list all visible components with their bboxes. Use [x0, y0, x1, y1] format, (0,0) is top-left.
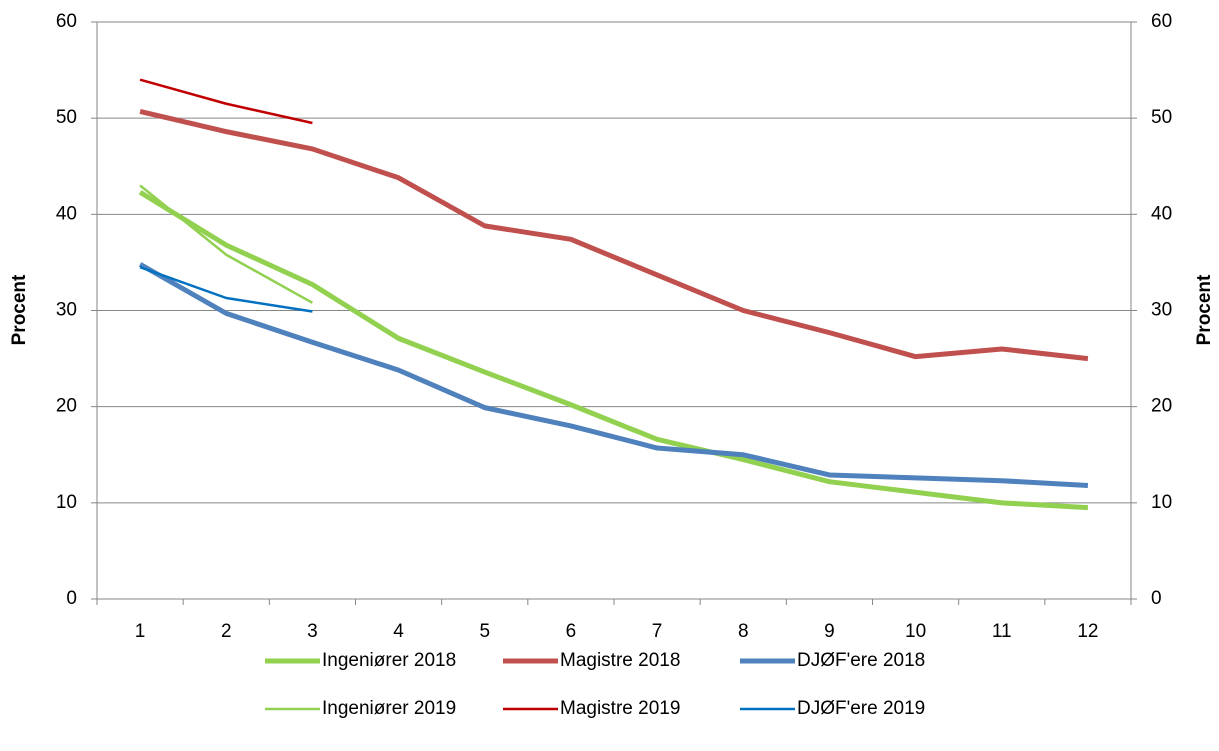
y-tick-label: 10: [56, 492, 77, 513]
legend-label: DJØF'ere 2018: [797, 650, 925, 671]
y2-axis-label: Procent: [1194, 274, 1215, 345]
y2-tick-label: 10: [1151, 492, 1172, 513]
y2-tick-label: 40: [1151, 203, 1172, 224]
legend-label: Magistre 2018: [560, 650, 680, 671]
series-line: [139, 184, 314, 304]
y2-tick-label: 60: [1151, 11, 1172, 32]
x-tick-label: 9: [824, 621, 835, 642]
legend-label: Ingeniører 2018: [322, 650, 456, 671]
x-tick-label: 7: [652, 621, 663, 642]
y-tick-label: 20: [56, 396, 77, 417]
x-tick-label: 4: [393, 621, 404, 642]
legend-label: Magistre 2019: [560, 698, 680, 719]
series-line: [138, 190, 1089, 511]
y-tick-label: 40: [56, 203, 77, 224]
y2-tick-label: 0: [1151, 588, 1162, 609]
x-tick-label: 8: [738, 621, 749, 642]
y-tick-label: 0: [66, 588, 77, 609]
series-line: [139, 266, 313, 313]
x-tick-label: 2: [221, 621, 232, 642]
x-tick-label: 10: [905, 621, 926, 642]
x-tick-label: 6: [566, 621, 577, 642]
y2-tick-label: 20: [1151, 396, 1172, 417]
series-line: [139, 78, 313, 125]
x-tick-label: 3: [307, 621, 318, 642]
legend-label: DJØF'ere 2019: [797, 698, 925, 719]
y-tick-label: 30: [56, 300, 77, 321]
y2-tick-label: 30: [1151, 300, 1172, 321]
legend-label: Ingeniører 2019: [322, 698, 456, 719]
y2-tick-label: 50: [1151, 107, 1172, 128]
y-axis-label: Procent: [9, 274, 30, 345]
x-tick-label: 5: [479, 621, 490, 642]
series-line: [138, 262, 1089, 489]
y-tick-label: 60: [56, 11, 77, 32]
x-tick-label: 1: [135, 621, 146, 642]
y-tick-label: 50: [56, 107, 77, 128]
series-line: [139, 109, 1089, 362]
x-tick-label: 11: [992, 621, 1012, 642]
x-tick-label: 12: [1077, 621, 1098, 642]
